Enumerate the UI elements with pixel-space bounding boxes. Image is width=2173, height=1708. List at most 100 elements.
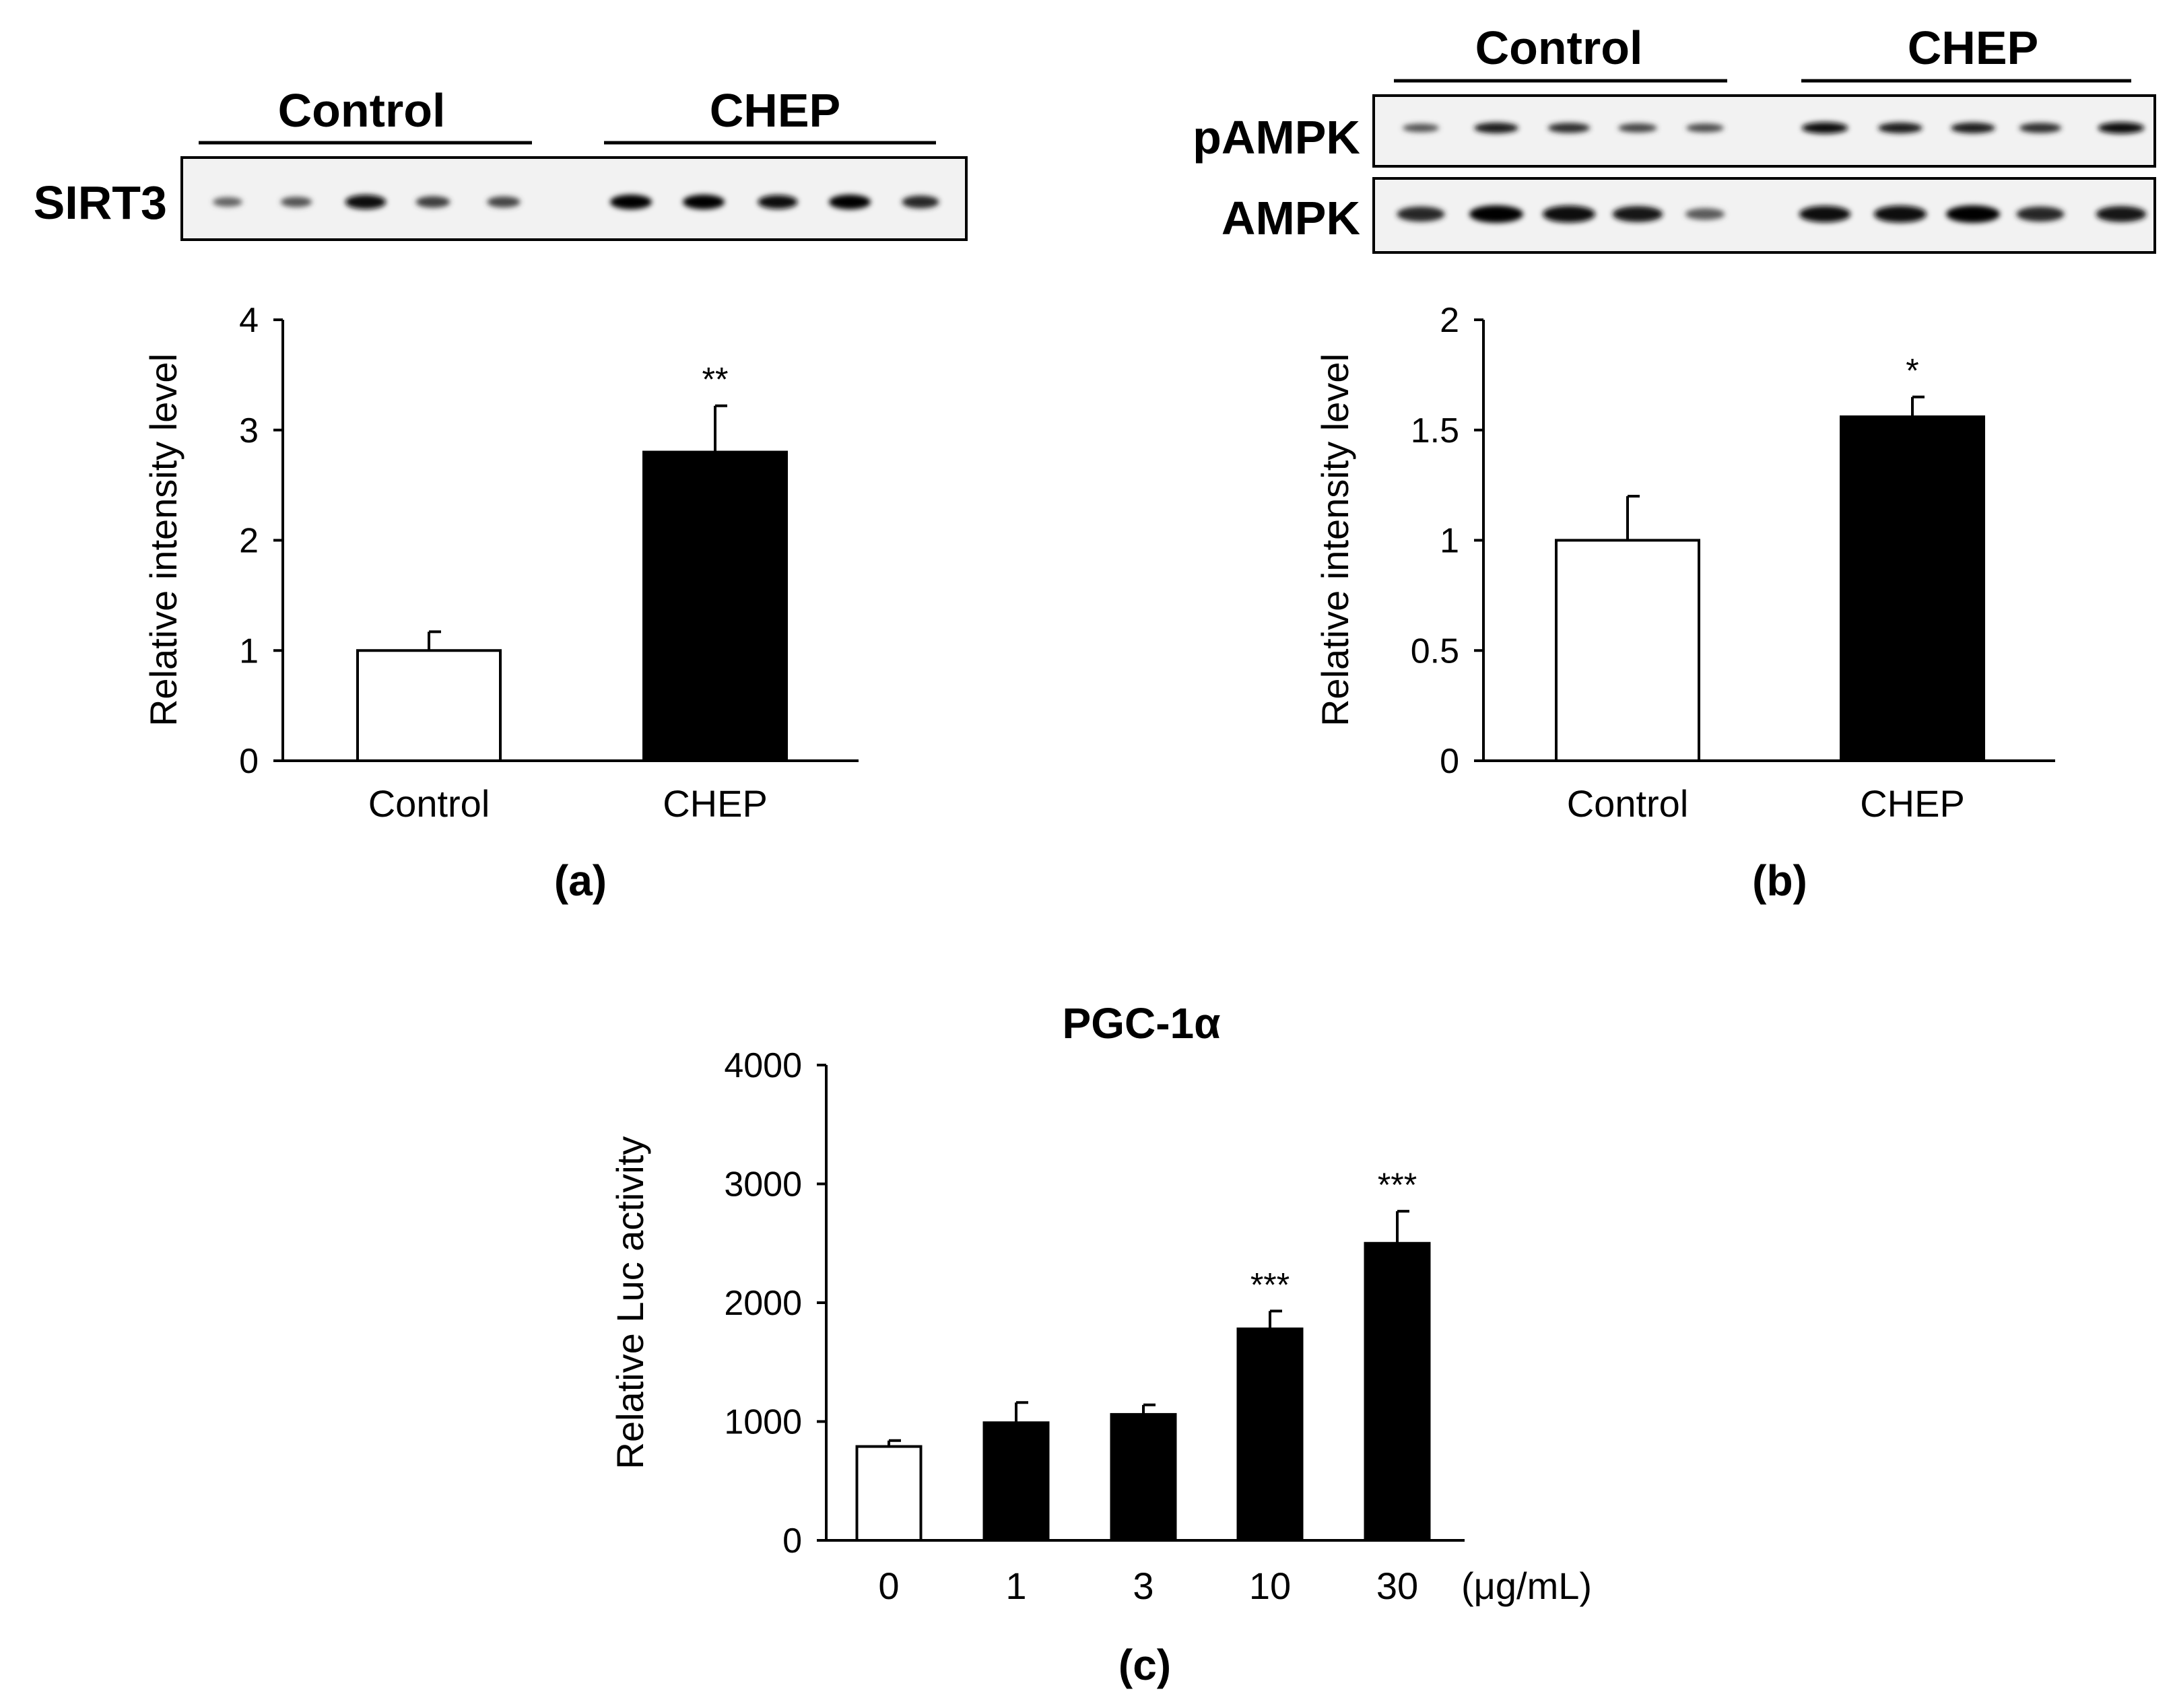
y-tick-label: 0 — [782, 1522, 802, 1561]
y-tick-label: 4 — [239, 301, 259, 340]
y-tick-label: 3000 — [724, 1165, 802, 1204]
x-tick-label: Control — [368, 782, 490, 825]
bar — [855, 1445, 923, 1542]
blot-band — [1547, 123, 1591, 133]
blot-a-bands — [213, 195, 939, 209]
blot-a: Control CHEP SIRT3 — [34, 84, 968, 241]
y-tick-label: 1 — [1440, 522, 1459, 561]
blot-band — [1474, 122, 1518, 134]
y-tick-label: 2 — [1440, 301, 1459, 340]
y-tick-label: 1000 — [724, 1403, 802, 1442]
bar — [642, 450, 788, 762]
chart-c-x-ticks: 0 1 3 10 30 — [878, 1565, 1418, 1607]
blot-band — [1402, 123, 1440, 133]
chart-c-title: PGC-1α — [1063, 999, 1221, 1048]
chart-a-x-ticks: Control CHEP — [368, 782, 768, 825]
blot-a-group-control: Control — [278, 84, 446, 137]
blot-band — [1946, 205, 2000, 223]
bar — [1110, 1412, 1177, 1542]
chart-a-y-ticks: 0 1 2 3 4 — [239, 301, 283, 781]
blot-band — [2098, 122, 2145, 134]
y-tick-label: 0.5 — [1411, 631, 1459, 671]
blot-band — [2096, 206, 2147, 222]
blot-band — [829, 195, 871, 209]
x-tick-label: 30 — [1376, 1565, 1418, 1607]
chart-b-y-ticks: 0 0.5 1 1.5 2 — [1411, 301, 1483, 781]
bar — [982, 1421, 1050, 1542]
bar — [356, 649, 502, 762]
x-tick-label: 1 — [1005, 1565, 1026, 1607]
blot-band — [1799, 205, 1851, 223]
chart-b: 0 0.5 1 1.5 2 * Control CHEP Relative intensi… — [1314, 301, 2055, 905]
significance-label: * — [1906, 352, 1918, 390]
y-tick-label: 0 — [1440, 742, 1459, 781]
blot-band — [683, 195, 725, 209]
blot-band — [415, 196, 450, 208]
chart-b-y-label: Relative intensity level — [1314, 353, 1356, 726]
blot-band — [1469, 205, 1523, 223]
blot-b-bands-ampk — [1397, 205, 2147, 223]
blot-band — [345, 195, 387, 209]
bar — [1840, 415, 1985, 762]
y-tick-label: 1.5 — [1411, 411, 1459, 450]
blot-band — [2016, 206, 2065, 222]
blot-b-group-control: Control — [1475, 22, 1643, 74]
blot-band — [610, 195, 652, 209]
blot-band — [902, 195, 939, 209]
blot-band — [1397, 206, 1445, 222]
panel-label-c: (c) — [1118, 1641, 1171, 1689]
y-tick-label: 2000 — [724, 1284, 802, 1323]
chart-c-y-ticks: 0 1000 2000 3000 4000 — [724, 1046, 826, 1561]
blot-band — [1686, 123, 1724, 133]
blot-band — [1612, 206, 1663, 222]
blot-band — [1685, 208, 1725, 220]
chart-c-x-unit: (μg/mL) — [1461, 1565, 1592, 1607]
significance-label: *** — [1378, 1166, 1417, 1204]
blot-band — [758, 195, 798, 209]
x-tick-label: 10 — [1249, 1565, 1291, 1607]
chart-b-bars: * — [1555, 352, 1985, 762]
significance-label: ** — [702, 361, 729, 399]
blot-b-bands-pampk — [1402, 122, 2145, 134]
y-tick-label: 1 — [239, 631, 259, 671]
chart-c-bars: *** *** — [855, 1166, 1431, 1542]
blot-a-row-label: SIRT3 — [34, 176, 167, 229]
panel-label-b: (b) — [1752, 856, 1807, 905]
y-tick-label: 0 — [239, 742, 259, 781]
blot-band — [1873, 205, 1927, 223]
blot-band — [2019, 123, 2062, 133]
blot-band — [1878, 122, 1923, 134]
blot-b-row-label-pampk: pAMPK — [1193, 111, 1360, 164]
blot-a-group-chep: CHEP — [710, 84, 840, 137]
y-tick-label: 3 — [239, 411, 259, 450]
blot-band — [487, 196, 521, 208]
blot-b-group-chep: CHEP — [1908, 22, 2038, 74]
blot-b-row-label-ampk: AMPK — [1222, 192, 1360, 244]
bar — [1364, 1241, 1431, 1542]
blot-band — [1618, 123, 1657, 133]
chart-a-bars: ** — [356, 361, 788, 762]
y-tick-label: 4000 — [724, 1046, 802, 1085]
bar — [1555, 539, 1700, 762]
y-tick-label: 2 — [239, 522, 259, 561]
blot-band — [1542, 205, 1596, 223]
chart-b-x-ticks: Control CHEP — [1567, 782, 1965, 825]
significance-label: *** — [1250, 1266, 1290, 1303]
x-tick-label: CHEP — [663, 782, 768, 825]
chart-a: 0 1 2 3 4 ** Control CHEP Relative intensity … — [142, 301, 859, 905]
x-tick-label: Control — [1567, 782, 1689, 825]
x-tick-label: 3 — [1133, 1565, 1154, 1607]
x-tick-label: 0 — [878, 1565, 899, 1607]
bar — [1236, 1327, 1304, 1542]
chart-a-y-label: Relative intensity level — [142, 353, 185, 726]
blot-b: Control CHEP pAMPK AMPK — [1193, 22, 2156, 254]
panel-label-a: (a) — [554, 856, 607, 905]
x-tick-label: CHEP — [1860, 782, 1965, 825]
blot-band — [1951, 122, 1995, 134]
blot-band — [280, 197, 312, 207]
blot-band — [213, 197, 242, 207]
blot-band — [1801, 122, 1848, 134]
chart-c-y-label: Relative Luc activity — [609, 1136, 651, 1470]
